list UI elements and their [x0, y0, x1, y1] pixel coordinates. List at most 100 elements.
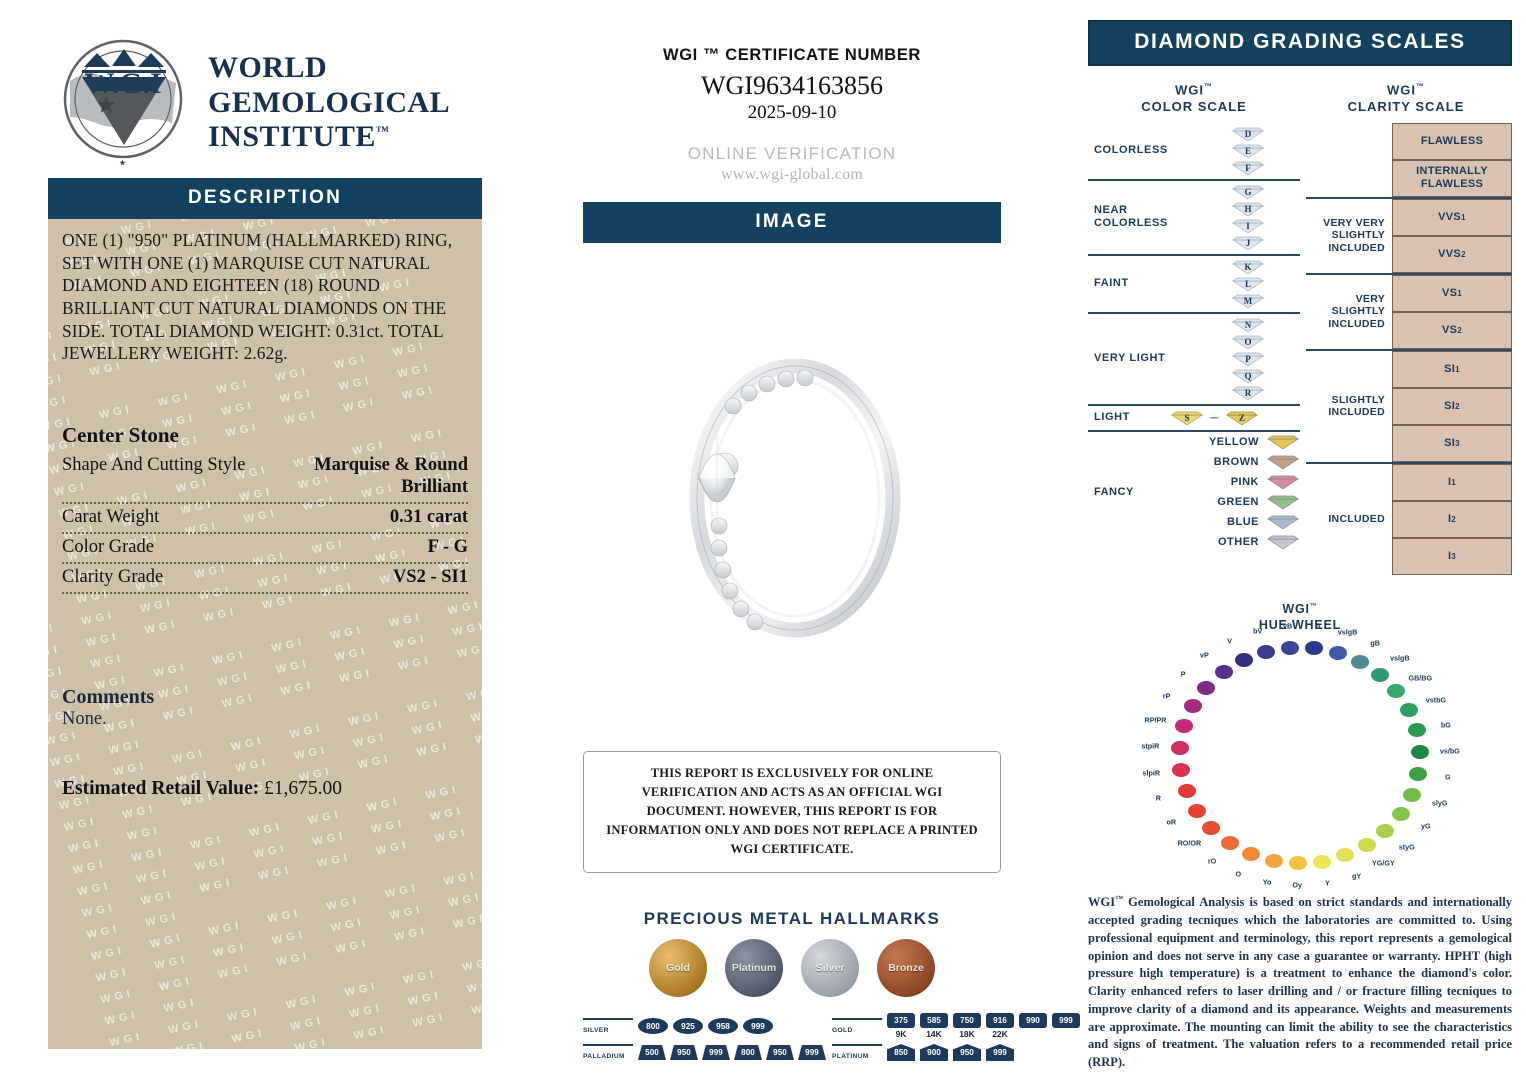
hallmark-chip: 916 — [986, 1013, 1014, 1029]
coin-platinum-icon: Platinum — [725, 939, 783, 998]
hallmark-col-right: GOLD 375 9K 585 14K 750 18K 916 22K 990 999 PLATI… — [832, 1013, 1080, 1065]
row-value: F - G — [427, 537, 468, 558]
brand-line-2: GEMOLOGICAL — [208, 85, 451, 119]
clarity-group-label: SLIGHTLY INCLUDED — [1306, 348, 1392, 462]
hue-label-stpiR: stpiR — [1141, 741, 1160, 751]
retail-amount: £1,675.00 — [264, 778, 343, 800]
color-group-fancy: FANCY YELLOW BROWN PINK GREEN BLUE OTHER — [1088, 429, 1300, 552]
hue-label-gY: gY — [1351, 871, 1362, 881]
hallmark-chip: 999 — [798, 1044, 826, 1060]
table-row-carat: Carat Weight 0.31 carat — [62, 504, 468, 535]
fancy-color-label: BROWN — [1213, 455, 1259, 468]
hallmark-row-platinum: PLATINUM 850 900 950 999 — [832, 1039, 1080, 1065]
fancy-gem-icon — [1266, 534, 1300, 550]
hue-node-slyG — [1402, 787, 1421, 802]
certificate-number: WGI9634163856 — [701, 71, 883, 100]
fancy-color-label: PINK — [1230, 475, 1259, 488]
hue-node-vB — [1281, 640, 1300, 655]
table-row-clarity: Clarity Grade VS2 - SI1 — [62, 564, 468, 595]
color-group-near-colorless: NEAR COLORLESS G H I J — [1088, 178, 1300, 254]
fancy-color-blue: BLUE — [1148, 512, 1300, 532]
hue-label-vB: vB — [1283, 621, 1293, 631]
hue-node-vs/bG — [1410, 744, 1429, 759]
fancy-color-green: GREEN — [1148, 492, 1300, 512]
hallmark-chip: 800 — [734, 1044, 762, 1060]
hue-node-vstbG — [1399, 702, 1418, 717]
color-grade-R: R — [1231, 385, 1265, 401]
hue-node-bG — [1407, 723, 1426, 738]
color-group-label: NEAR COLORLESS — [1094, 203, 1168, 230]
fancy-gem-icon — [1266, 514, 1300, 530]
fancy-color-other: OTHER — [1148, 532, 1300, 552]
right-column: DIAMOND GRADING SCALES WGI™ COLOR SCALE … — [1088, 20, 1512, 1072]
fancy-label: FANCY — [1094, 485, 1134, 498]
color-grade-Z: Z — [1225, 410, 1259, 426]
center-column: WGI ™ CERTIFICATE NUMBER WGI9634163856 2… — [583, 46, 1080, 1065]
fancy-gem-icon — [1266, 454, 1300, 470]
hue-label-G: G — [1445, 772, 1451, 782]
color-grade-N: N — [1231, 317, 1265, 333]
certificate-number-heading: WGI ™ CERTIFICATE NUMBER — [663, 46, 921, 64]
hue-node-RP/PR — [1175, 719, 1194, 734]
fancy-gem-icon — [1266, 494, 1300, 510]
hallmark-chip: 950 — [670, 1044, 698, 1060]
hue-node-yG — [1391, 807, 1410, 822]
certificate-date: 2025-09-10 — [747, 102, 837, 123]
clarity-cell-vs2: VS 2 — [1392, 311, 1512, 349]
brand-line-1: WORLD — [208, 50, 328, 84]
hue-label-RO/OR: RO/OR — [1177, 838, 1202, 848]
hue-node-P — [1197, 680, 1216, 695]
clarity-group-label: INCLUDED — [1306, 461, 1392, 575]
color-grade-L: L — [1231, 276, 1265, 292]
row-key: Clarity Grade — [62, 567, 164, 588]
hue-node-rP — [1184, 698, 1203, 713]
hue-node-vslgB — [1370, 667, 1389, 682]
color-group-very-light: VERY LIGHT N O P Q R — [1088, 311, 1300, 404]
hue-label-R: R — [1155, 793, 1161, 803]
hue-label-vstbG: vstbG — [1425, 695, 1447, 705]
color-grade-S: S — [1170, 410, 1204, 426]
hallmark-karat: 9K — [895, 1029, 907, 1040]
hue-label-Yo: Yo — [1262, 877, 1272, 887]
precious-metal-hallmarks-title: PRECIOUS METAL HALLMARKS — [643, 909, 941, 929]
hallmark-metal-label: GOLD — [832, 1018, 882, 1034]
clarity-group-label: VERY SLIGHTLY INCLUDED — [1306, 272, 1392, 349]
coin-silver-icon: Silver — [801, 939, 859, 998]
table-row-color: Color Grade F - G — [62, 534, 468, 565]
hue-label-RP/PR: RP/PR — [1144, 715, 1167, 725]
image-section-title: IMAGE — [583, 202, 1001, 243]
hallmark-chip: 850 — [887, 1043, 915, 1061]
range-dash: – — [1210, 408, 1219, 426]
hue-node-slpiR — [1172, 762, 1191, 777]
hallmark-chip-group: 750 18K — [953, 1013, 981, 1039]
hue-label-rP: rP — [1162, 691, 1171, 701]
clarity-cell-flawless: FLAWLESS — [1392, 122, 1512, 160]
fancy-color-label: BLUE — [1227, 515, 1259, 528]
description-text: ONE (1) "950" PLATINUM (HALLMARKED) RING… — [62, 230, 453, 364]
hallmark-chip: 999 — [986, 1043, 1014, 1061]
hallmark-row-palladium: PALLADIUM 500 950 999 800 950 999 — [583, 1039, 826, 1065]
retail-label: Estimated Retail Value: — [62, 778, 260, 800]
verification-url[interactable]: www.wgi-global.com — [720, 166, 864, 183]
hallmark-karat: 14K — [926, 1029, 942, 1040]
hue-node-V — [1234, 652, 1253, 667]
hallmark-chip: 585 — [920, 1013, 948, 1029]
hue-label-bG: bG — [1440, 720, 1451, 730]
hallmark-chip: 990 — [1019, 1013, 1047, 1029]
svg-text:W.G.I: W.G.I — [84, 67, 161, 100]
hallmark-chip: 925 — [673, 1018, 703, 1035]
fancy-gem-icon — [1266, 434, 1300, 450]
hallmark-chip: 999 — [1052, 1013, 1080, 1029]
disclaimer-box: THIS REPORT IS EXCLUSIVELY FOR ONLINE VE… — [583, 751, 1001, 874]
color-group-label: FAINT — [1094, 276, 1129, 289]
comments-title: Comments — [62, 686, 155, 709]
hue-node-Yo — [1264, 853, 1283, 868]
ring-photo — [583, 243, 1001, 743]
hue-label-Oy: Oy — [1292, 880, 1302, 890]
clarity-group-label: VERY VERY SLIGHTLY INCLUDED — [1306, 196, 1392, 273]
fancy-gem-icon — [1266, 474, 1300, 490]
color-scale-heading: WGI™ COLOR SCALE — [1141, 82, 1247, 114]
row-value: VS2 - SI1 — [392, 567, 468, 588]
